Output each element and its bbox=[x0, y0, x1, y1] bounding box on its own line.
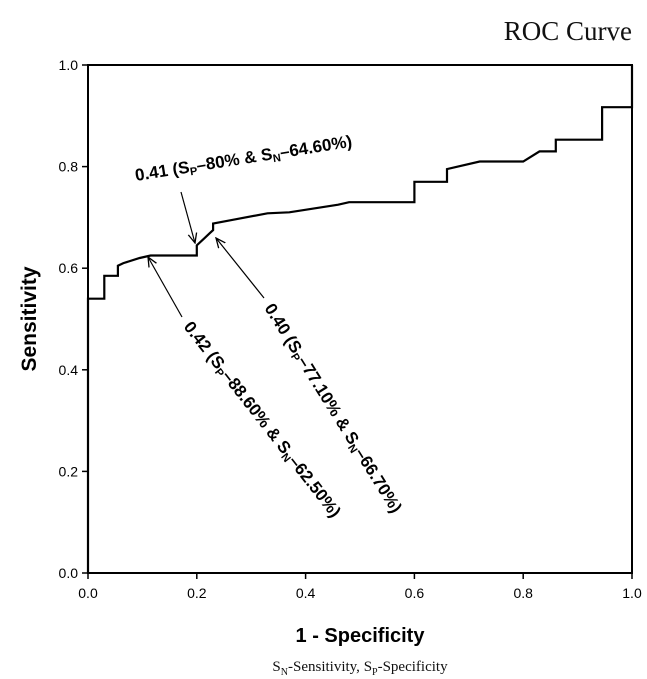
annotation-041-sp-value: –80% bbox=[195, 150, 241, 176]
x-tick-label: 0.2 bbox=[187, 585, 207, 601]
annotation-041-sn-value: –64.60% bbox=[279, 133, 348, 162]
annotation-041-sn: S bbox=[259, 144, 273, 165]
x-tick-label: 0.0 bbox=[78, 585, 98, 601]
annotation-arrow-042 bbox=[148, 257, 183, 318]
y-axis-label: Sensitivity bbox=[18, 266, 41, 371]
annotation-041-value: 0.41 bbox=[134, 161, 170, 185]
y-tick-label: 0.0 bbox=[59, 565, 79, 581]
x-axis-ticks: 0.0 0.2 0.4 0.6 0.8 1.0 bbox=[78, 573, 642, 601]
annotation-arrow-040 bbox=[216, 238, 265, 299]
annotation-042-sp-value: –88.60% bbox=[218, 367, 274, 432]
y-tick-label: 0.8 bbox=[59, 159, 79, 175]
annotation-040: 0.40 (SP–77.10% & SN–66.70%) bbox=[259, 300, 406, 517]
annotation-041-sp: S bbox=[177, 158, 191, 179]
y-tick-label: 0.2 bbox=[59, 463, 79, 479]
y-tick-label: 0.4 bbox=[59, 362, 79, 378]
footnote-symbol-sn: S bbox=[272, 659, 280, 675]
footnote-text-sensitivity: -Sensitivity, bbox=[288, 659, 364, 675]
annotation-040-sn-value: –66.70% bbox=[351, 444, 403, 511]
footnote-text-specificity: -Specificity bbox=[378, 659, 448, 675]
chart-title: ROC Curve bbox=[504, 16, 632, 46]
footnote-sub-n: N bbox=[281, 667, 288, 678]
x-tick-label: 0.8 bbox=[513, 585, 533, 601]
x-axis-label: 1 - Specificity bbox=[296, 625, 426, 647]
footnote-symbol-sp: S bbox=[364, 659, 372, 675]
annotation-041-sn-sub: N bbox=[272, 152, 282, 165]
annotation-arrow-041 bbox=[180, 191, 195, 243]
annotation-042-sn-value: –62.50% bbox=[285, 452, 341, 517]
annotation-042: 0.42 (SP–88.60% & SN–62.50%) bbox=[178, 318, 344, 523]
annotation-041: 0.41 (SP–80% & SN–64.60%) bbox=[134, 132, 354, 187]
annotation-041-sp-sub: P bbox=[189, 165, 198, 178]
plot-frame bbox=[87, 64, 633, 574]
annotation-040-sp-value: –77.10% bbox=[294, 353, 346, 420]
y-tick-label: 0.6 bbox=[59, 260, 79, 276]
x-tick-label: 0.6 bbox=[405, 585, 425, 601]
roc-curve bbox=[86, 65, 634, 573]
x-tick-label: 1.0 bbox=[622, 585, 642, 601]
footnote-sub-p: P bbox=[372, 667, 378, 678]
x-tick-label: 0.4 bbox=[296, 585, 316, 601]
y-tick-label: 1.0 bbox=[59, 57, 79, 73]
footnote: SN-Sensitivity, SP-Specificity bbox=[272, 659, 448, 678]
y-axis-ticks: 0.0 0.2 0.4 0.6 0.8 1.0 bbox=[59, 57, 88, 581]
